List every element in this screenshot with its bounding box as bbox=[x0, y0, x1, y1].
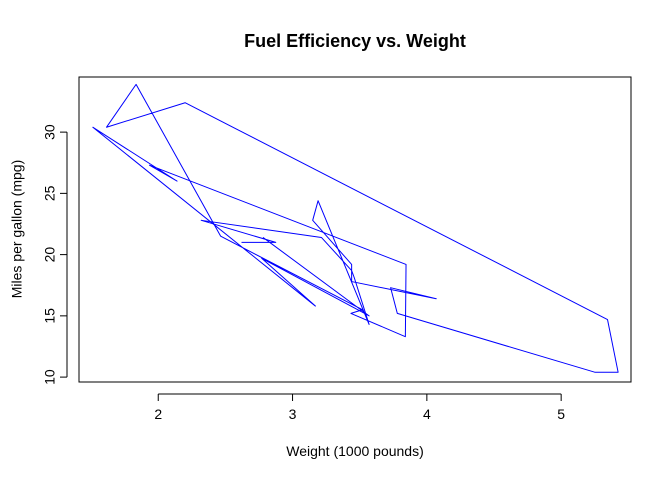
y-tick-label: 20 bbox=[42, 247, 58, 263]
x-tick-label: 4 bbox=[423, 406, 431, 422]
plot-frame bbox=[78, 76, 632, 383]
y-tick-label: 25 bbox=[42, 185, 58, 201]
series-layer bbox=[92, 83, 619, 373]
y-tick-label: 15 bbox=[42, 308, 58, 324]
x-tick-label: 3 bbox=[289, 406, 297, 422]
y-axis-label: Miles per gallon (mpg) bbox=[9, 160, 25, 299]
x-tick-label: 2 bbox=[154, 406, 162, 422]
x-axis-label: Weight (1000 pounds) bbox=[286, 443, 424, 459]
x-axis: 2 3 4 5 bbox=[154, 393, 565, 422]
y-axis: 10 15 20 25 30 bbox=[42, 124, 68, 385]
y-tick-label: 30 bbox=[42, 124, 58, 140]
chart-title: Fuel Efficiency vs. Weight bbox=[244, 31, 466, 51]
series-line bbox=[92, 83, 619, 373]
x-tick-label: 5 bbox=[557, 406, 565, 422]
y-tick-label: 10 bbox=[42, 369, 58, 385]
